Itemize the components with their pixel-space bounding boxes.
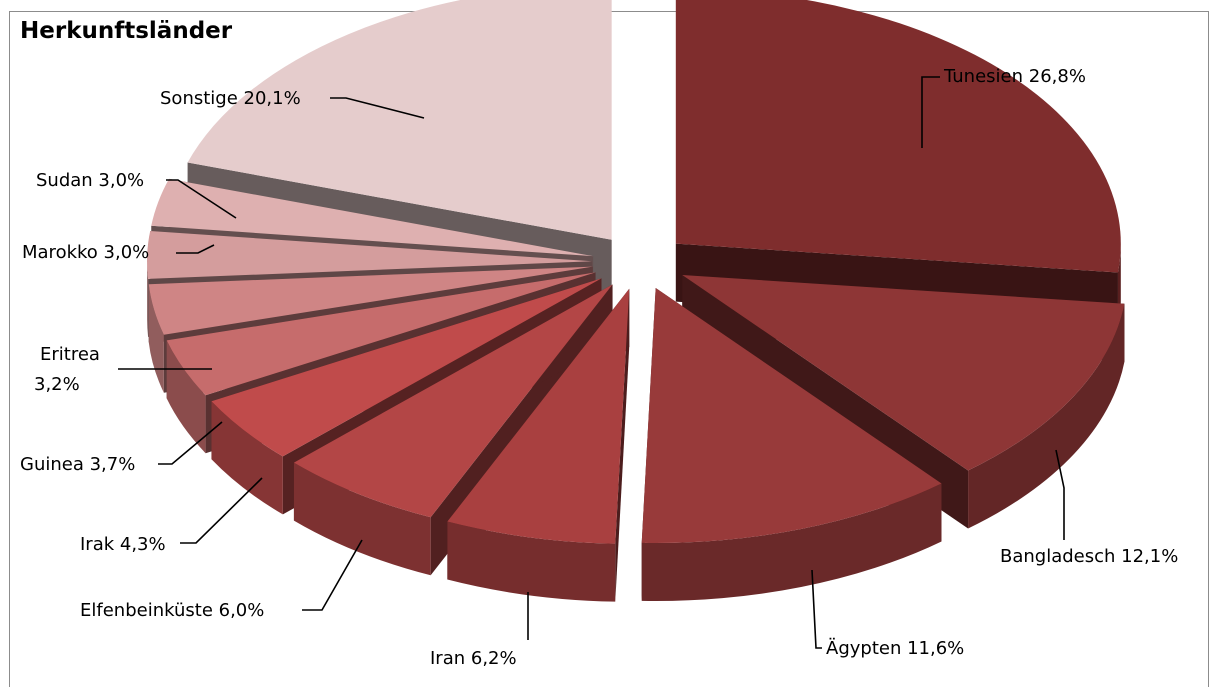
slice-label-sudan: Sudan 3,0% [36, 170, 237, 219]
slice-top [293, 284, 613, 518]
pie-slice-ägypten [641, 287, 942, 601]
label-text: Marokko 3,0% [22, 242, 149, 263]
leader-line [302, 539, 363, 611]
label-text: Guinea 3,7% [20, 454, 135, 475]
slice-label-tunesien: Tunesien 26,8% [921, 66, 1086, 148]
slice-rim [641, 483, 942, 601]
slice-top [166, 272, 596, 396]
slice-label-marokko: Marokko 3,0% [22, 242, 215, 263]
slice-label-iran: Iran 6,2% [430, 592, 529, 669]
slice-rim [211, 401, 283, 515]
slice-label-irak: Irak 4,3% [80, 477, 263, 555]
slice-rim [148, 284, 164, 393]
leader-line [180, 477, 263, 544]
slice-rim [293, 462, 431, 576]
slice-label-guinea: Guinea 3,7% [20, 421, 223, 475]
slice-top [147, 230, 593, 279]
pie-slice-iran [447, 288, 630, 602]
leader-line [176, 244, 215, 254]
slice-top [641, 287, 942, 543]
label-text: Sonstige 20,1% [160, 88, 301, 109]
slice-rim [968, 303, 1125, 529]
leader-line [921, 76, 940, 148]
slice-label-bangladesch: Bangladesch 12,1% [1000, 449, 1178, 567]
label-text: Bangladesch 12,1% [1000, 546, 1178, 567]
slice-wall [615, 288, 630, 602]
label-value: 3,2% [34, 374, 80, 395]
chart-title: Herkunftsländer [20, 18, 233, 44]
slice-top [675, 0, 1121, 273]
slice-label-eritrea: Eritrea 3,2% [34, 344, 212, 395]
label-text: Tunesien 26,8% [943, 66, 1086, 87]
slice-top [187, 0, 612, 240]
label-text: Irak 4,3% [80, 534, 166, 555]
label-text: Sudan 3,0% [36, 170, 144, 191]
slice-top [151, 178, 594, 257]
leader-line [158, 421, 223, 465]
leader-line [166, 179, 237, 219]
slice-label-elfenbeinküste: Elfenbeinküste 6,0% [80, 539, 363, 621]
slice-top [148, 266, 593, 335]
slice-rim [447, 521, 616, 602]
label-text: Elfenbeinküste 6,0% [80, 600, 264, 621]
slice-top [447, 288, 630, 544]
leader-line [811, 569, 822, 649]
slice-label-sonstige: Sonstige 20,1% [160, 88, 425, 119]
label-text: Ägypten 11,6% [826, 638, 964, 659]
slice-rim [147, 261, 149, 337]
slice-top [211, 278, 602, 457]
label-text: Iran 6,2% [430, 648, 517, 669]
slice-top [682, 275, 1125, 471]
slice-label-ägypten: Ägypten 11,6% [811, 569, 964, 659]
leader-line [1055, 449, 1065, 540]
label-name: Eritrea [40, 344, 100, 365]
leader-line [330, 97, 425, 119]
